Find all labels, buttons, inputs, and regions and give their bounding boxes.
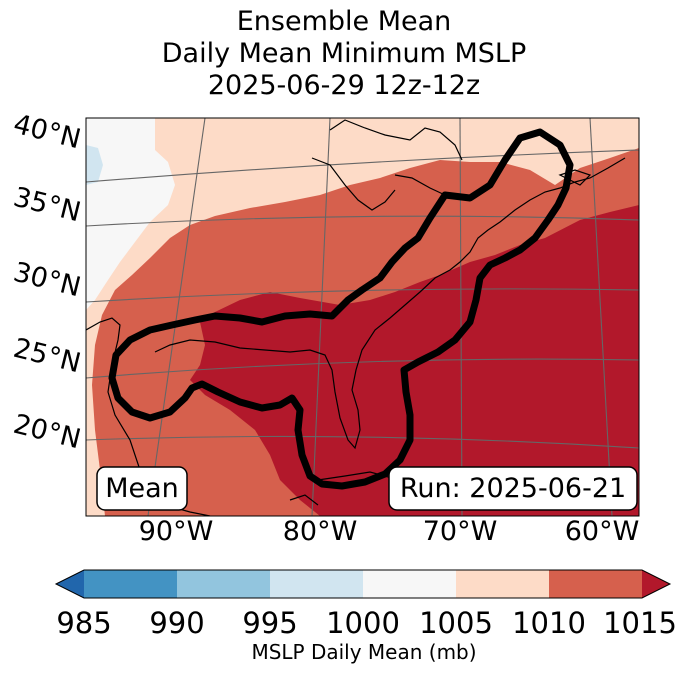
mean-box: [96, 466, 188, 511]
colorbar-990-995: [177, 570, 270, 598]
lat-labels: 40°N 35°N 30°N 25°N 20°N: [10, 109, 84, 456]
map-frame: [85, 117, 640, 517]
map-panel: [86, 118, 639, 516]
title-line-1: Ensemble Mean: [236, 6, 452, 37]
mean-box-text: Mean: [105, 473, 179, 504]
field-1010-1015: [86, 118, 639, 516]
colorbar-1010-1015: [549, 570, 642, 598]
colorbar-tick-990: 990: [149, 606, 205, 640]
region-outline: [108, 128, 574, 490]
colorbar: [54, 569, 672, 599]
lat-label-30: 30°N: [10, 257, 84, 304]
colorbar-1005-1010: [456, 570, 549, 598]
lat-label-25: 25°N: [10, 333, 84, 380]
lat-label-40: 40°N: [10, 109, 84, 156]
lon-label-80: 80°W: [283, 516, 358, 547]
colorbar-tick-1015: 1015: [603, 606, 677, 640]
lon-label-90: 90°W: [139, 516, 214, 547]
field-1000-1005: [86, 118, 175, 310]
colorbar-985-990: [84, 570, 177, 598]
colorbar-title: MSLP Daily Mean (mb): [251, 640, 477, 664]
colorbar-tick-985: 985: [56, 606, 112, 640]
lat-label-35: 35°N: [10, 182, 84, 229]
colorbar-1000-1005: [363, 570, 456, 598]
colorbar-tick-1005: 1005: [419, 606, 493, 640]
colorbar-under: [56, 570, 84, 598]
lon-label-70: 70°W: [423, 516, 498, 547]
colorbar-tick-995: 995: [242, 606, 298, 640]
colorbar-tick-1000: 1000: [326, 606, 400, 640]
title-line-2: Daily Mean Minimum MSLP: [161, 38, 527, 69]
lon-label-60: 60°W: [565, 516, 640, 547]
colorbar-outline: [54, 569, 672, 599]
field-995-1000: [86, 145, 103, 185]
title-line-3: 2025-06-29 12z-12z: [207, 70, 481, 101]
run-box: [388, 466, 638, 511]
lat-label-20: 20°N: [10, 409, 84, 456]
colorbar-tick-1010: 1010: [512, 606, 586, 640]
run-box-text: Run: 2025-06-21: [400, 473, 626, 504]
lon-labels: 90°W 80°W 70°W 60°W: [139, 516, 640, 547]
colorbar-995-1000: [270, 570, 363, 598]
colorbar-over: [642, 570, 670, 598]
